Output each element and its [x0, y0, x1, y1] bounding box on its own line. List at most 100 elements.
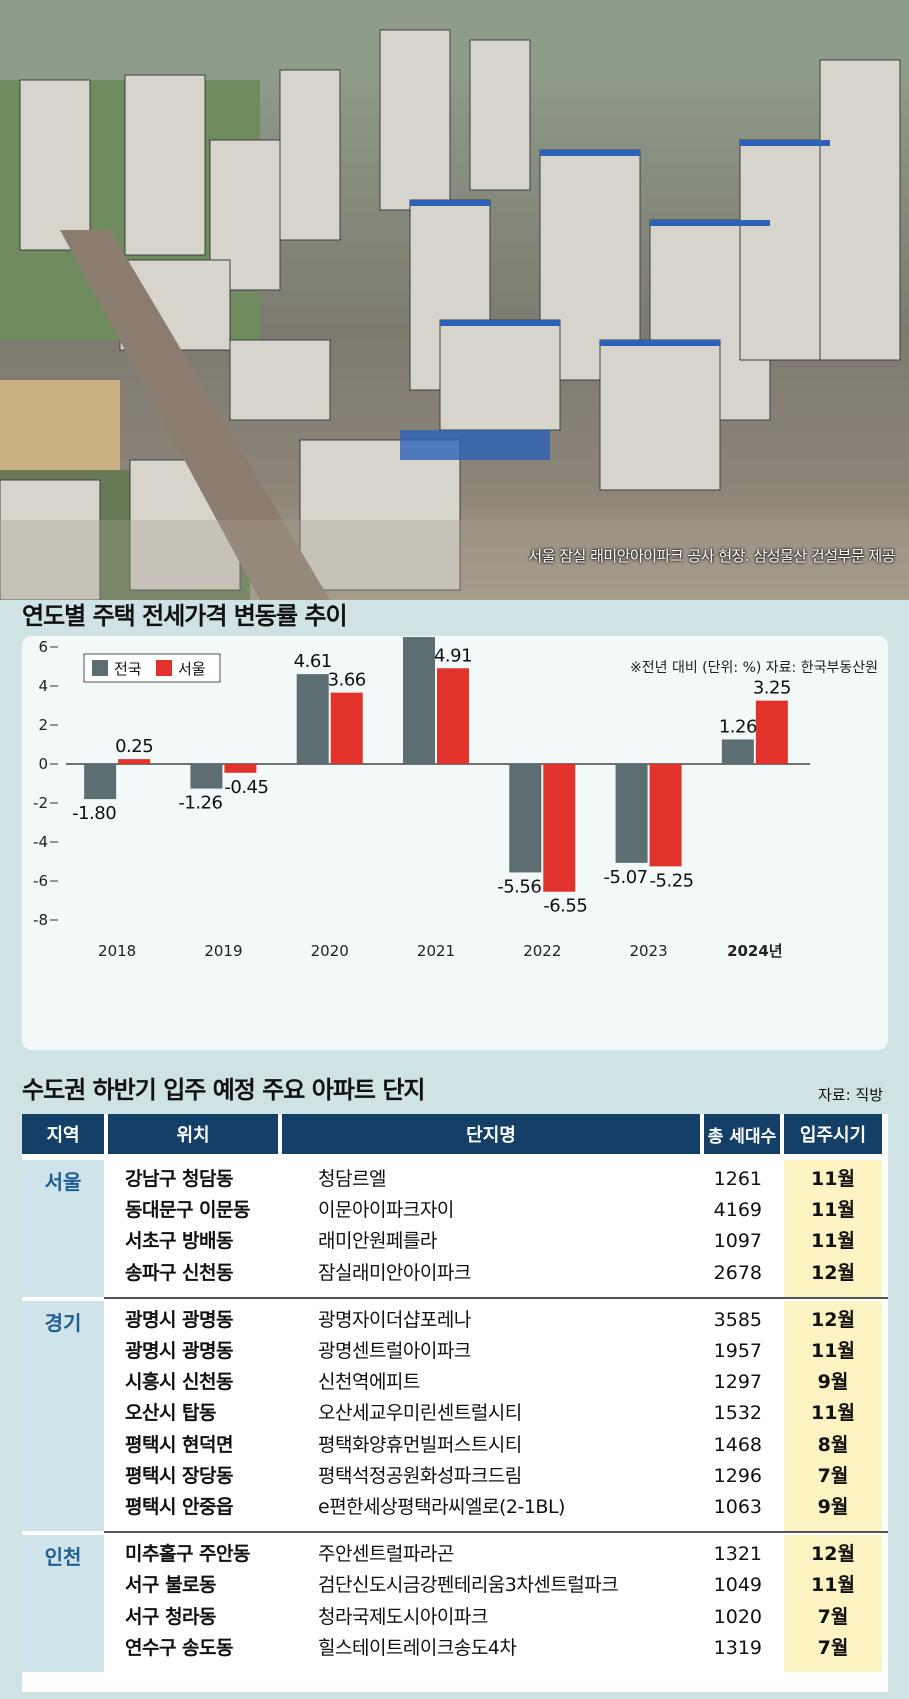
table-row: 연수구 송도동 힐스테이트레이크송도4차 1319 7월	[22, 1633, 888, 1664]
cell-complex-name: 광명자이더샵포레나	[318, 1308, 471, 1331]
bar-seoul-2022	[543, 764, 576, 892]
x-tick-label: 2023	[629, 942, 667, 960]
aerial-photo: 서울 잠실 래미안아이파크 공사 현장. 삼성물산 건설부문 제공	[0, 0, 909, 600]
bar-nationwide-2018	[84, 764, 117, 800]
data-label: 4.61	[294, 651, 332, 672]
cell-complex-name: 청담르엘	[318, 1168, 386, 1190]
bar-seoul-2021	[437, 668, 469, 764]
data-label: 1.26	[719, 716, 757, 737]
chart-title: 연도별 주택 전세가격 변동률 추이	[22, 602, 348, 630]
cell-complex-name: 신천역에피트	[318, 1371, 420, 1394]
bar-seoul-2023	[649, 764, 682, 867]
cell-location: 송파구 신천동	[125, 1261, 234, 1284]
cell-units: 1296	[713, 1464, 762, 1487]
cell-location: 시흥시 신천동	[125, 1371, 234, 1394]
cell-move-in: 11월	[811, 1574, 855, 1597]
table-row: 오산시 탑동 오산세교우미린센트럴시티 1532 11월	[22, 1398, 888, 1429]
table-row: 서구 청라동 청라국제도시아이파크 1020 7월	[22, 1602, 888, 1633]
bar-nationwide-2022	[509, 764, 542, 873]
table-header: 지역 위치 단지명 총 세대수 입주시기	[22, 1114, 888, 1156]
cell-complex-name: 잠실래미안아이파크	[318, 1261, 471, 1284]
photo-caption: 서울 잠실 래미안아이파크 공사 현장. 삼성물산 건설부문 제공	[528, 547, 895, 565]
region-label: 서울	[44, 1170, 82, 1194]
cell-units: 4169	[713, 1199, 762, 1222]
y-tick-label: 6	[38, 638, 48, 656]
region-separator	[104, 1296, 888, 1299]
data-label: 3.66	[328, 670, 366, 691]
cell-units: 3585	[713, 1308, 762, 1331]
cell-location: 강남구 청담동	[125, 1168, 234, 1190]
table-row: 송파구 신천동 잠실래미안아이파크 2678 12월	[22, 1258, 888, 1289]
bar-nationwide-2019	[190, 764, 223, 789]
data-label: 4.91	[434, 645, 472, 666]
cell-units: 2678	[713, 1261, 762, 1284]
legend-label-nationwide: 전국	[114, 660, 142, 678]
y-tick-label: -6	[33, 872, 48, 890]
cell-location: 서구 청라동	[125, 1605, 217, 1628]
x-tick-label: 2022	[523, 942, 561, 960]
bar-nationwide-2020	[296, 674, 329, 764]
apartment-table: 지역 위치 단지명 총 세대수 입주시기 서울 강남구 청담동 청담르엘 1261 11…	[22, 1114, 888, 1692]
data-label: -0.45	[224, 777, 268, 798]
y-tick-label: 4	[38, 677, 48, 695]
bar-nationwide-2023	[615, 764, 648, 863]
y-tick-label: -2	[33, 794, 48, 812]
cell-units: 1319	[713, 1636, 762, 1659]
bar-seoul-2020	[330, 692, 363, 764]
cell-complex-name: 오산세교우미린센트럴시티	[318, 1402, 522, 1425]
y-tick-label: -4	[33, 833, 48, 851]
table-row: 광명시 광명동 광명센트럴아이파크 1957 11월	[22, 1336, 888, 1367]
bar-nationwide-2024년	[721, 739, 754, 764]
x-tick-label: 2020	[311, 942, 349, 960]
chart-note: ※전년 대비 (단위: %) 자료: 한국부동산원	[630, 660, 878, 676]
table-row: 시흥시 신천동 신천역에피트 1297 9월	[22, 1367, 888, 1398]
cell-units: 1049	[713, 1574, 762, 1597]
cell-units: 1261	[713, 1168, 762, 1190]
data-label: -5.56	[497, 876, 541, 897]
cell-move-in: 11월	[811, 1402, 855, 1425]
table-row: 평택시 현덕면 평택화양휴먼빌퍼스트시티 1468 8월	[22, 1430, 888, 1461]
move-in-column-bg	[784, 1300, 882, 1532]
region-label: 경기	[44, 1310, 82, 1335]
cell-move-in: 11월	[811, 1230, 855, 1253]
apartment-skyline-image	[0, 0, 909, 600]
header-units: 총 세대수	[704, 1114, 780, 1154]
y-tick-label: 0	[38, 755, 48, 773]
cell-location: 미추홀구 주안동	[125, 1543, 250, 1566]
cell-move-in: 12월	[811, 1543, 855, 1566]
cell-location: 평택시 현덕면	[125, 1433, 234, 1456]
cell-units: 1957	[713, 1340, 762, 1362]
cell-location: 서초구 방배동	[125, 1230, 234, 1253]
cell-units: 1020	[713, 1605, 762, 1628]
cell-complex-name: 주안센트럴파라곤	[318, 1543, 454, 1566]
table-row: 평택시 장당동 평택석정공원화성파크드림 1296 7월	[22, 1461, 888, 1492]
legend-swatch-seoul	[156, 660, 172, 676]
cell-complex-name: 래미안원페를라	[318, 1230, 437, 1253]
cell-move-in: 7월	[817, 1605, 849, 1628]
cell-complex-name: 이문아이파크자이	[318, 1199, 454, 1222]
region-separator	[104, 1531, 888, 1534]
cell-units: 1468	[713, 1433, 762, 1456]
data-label: -5.07	[604, 867, 648, 888]
cell-units: 1097	[713, 1230, 762, 1253]
x-tick-label: 2018	[98, 942, 136, 960]
y-tick-label: -8	[33, 911, 48, 929]
cell-units: 1321	[713, 1543, 762, 1566]
cell-location: 광명시 광명동	[125, 1308, 234, 1331]
cell-location: 서구 불로동	[125, 1574, 217, 1597]
header-move-in: 입주시기	[784, 1114, 882, 1154]
cell-location: 연수구 송도동	[125, 1636, 234, 1659]
chart-panel: 86420-2-4-6-8-1.800.252018-1.26-0.452019…	[22, 636, 888, 1050]
cell-location: 광명시 광명동	[125, 1340, 234, 1362]
cell-location: 오산시 탑동	[125, 1402, 217, 1425]
legend-swatch-nationwide	[92, 660, 108, 676]
region-column-bg	[22, 1300, 104, 1532]
bar-seoul-2018	[118, 759, 151, 764]
region-label: 인천	[44, 1545, 82, 1570]
x-tick-label: 2019	[204, 942, 242, 960]
data-label: 3.25	[753, 678, 791, 699]
cell-move-in: 8월	[817, 1433, 849, 1456]
table-row: 미추홀구 주안동 주안센트럴파라곤 1321 12월	[22, 1539, 888, 1570]
bar-nationwide-2021	[403, 637, 435, 764]
